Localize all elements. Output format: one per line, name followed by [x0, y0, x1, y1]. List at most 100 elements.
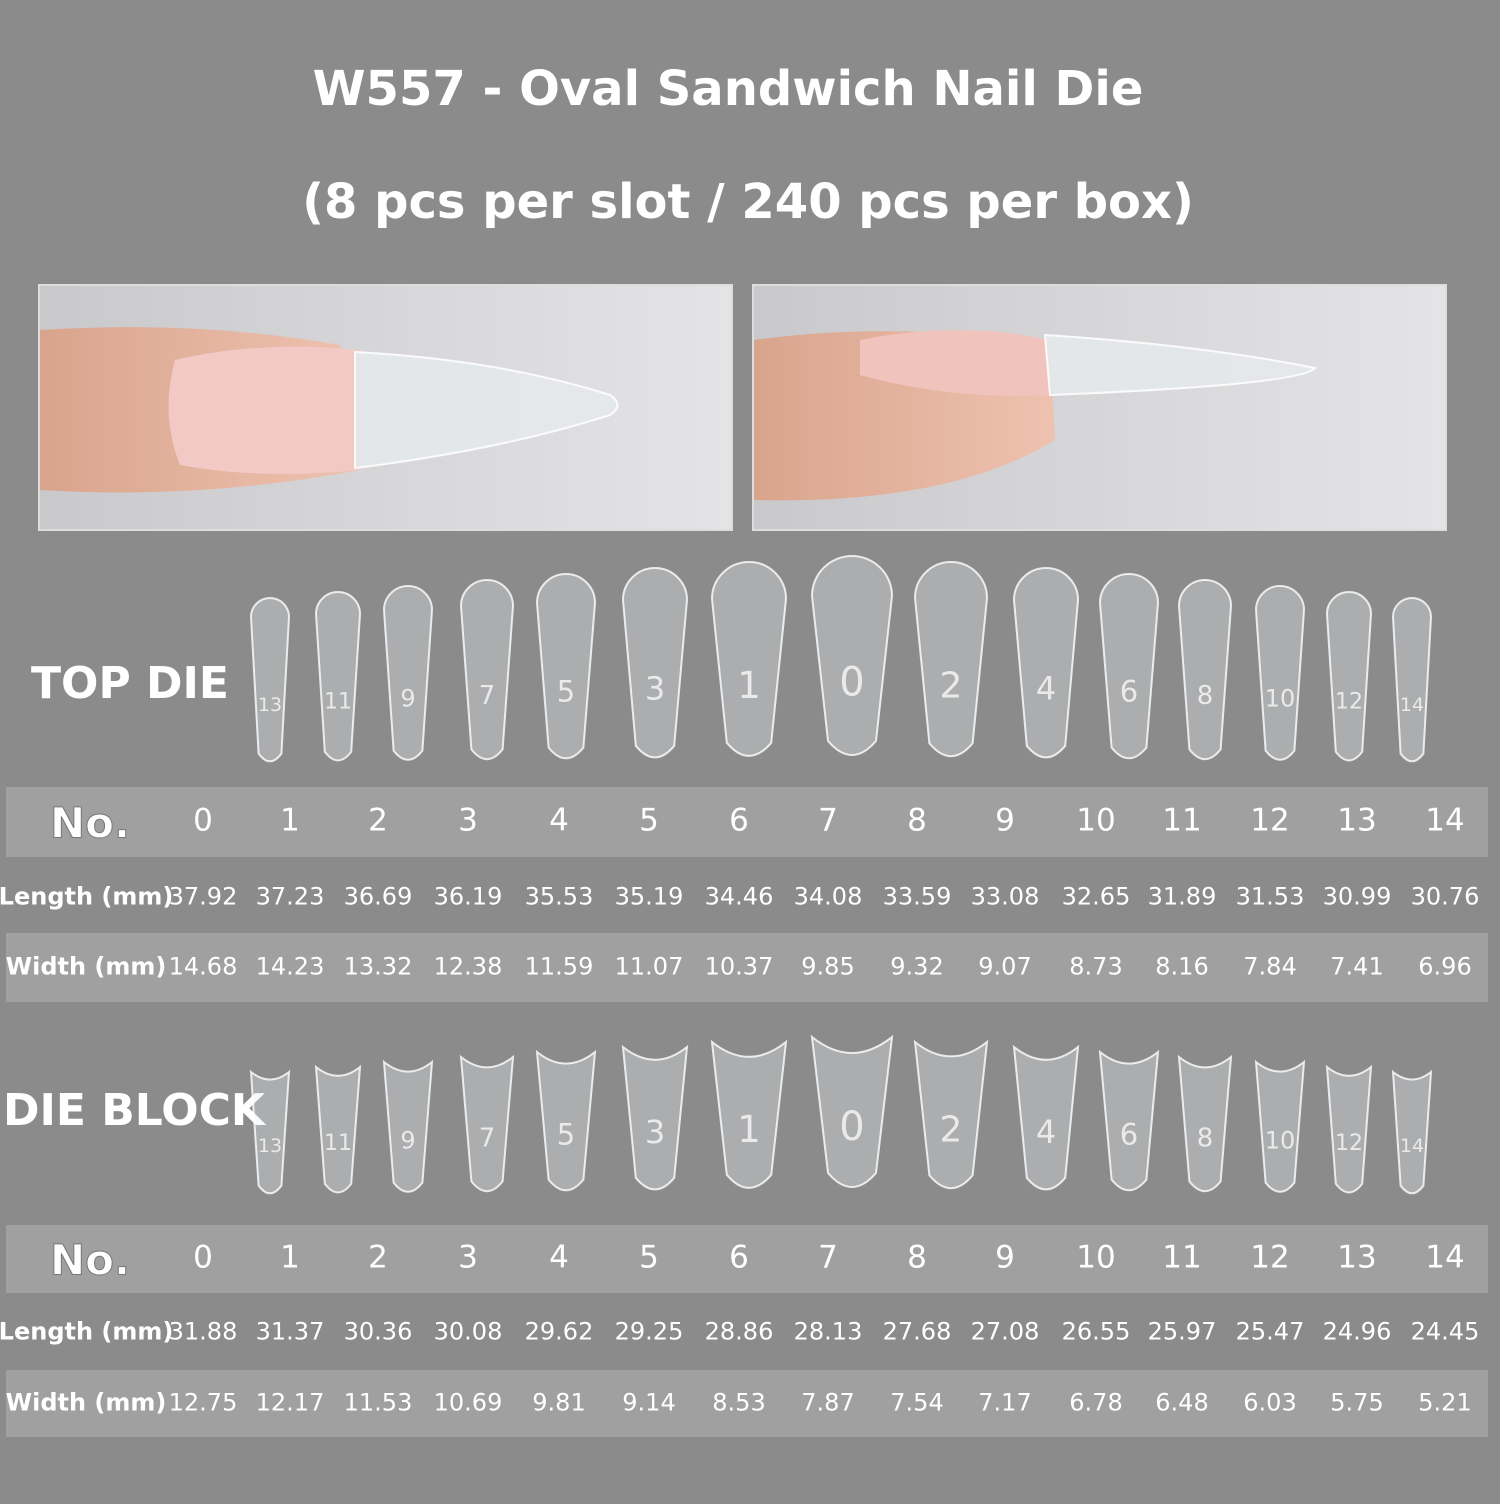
- cell-value: 37.23: [256, 883, 325, 911]
- nail-number: 2: [940, 1110, 963, 1151]
- cell-value: 9.07: [978, 953, 1031, 981]
- nail: [535, 573, 597, 760]
- nail: [382, 1059, 434, 1193]
- cell-value: 6.48: [1155, 1389, 1208, 1417]
- nail: [1177, 579, 1233, 761]
- nail-number: 2: [940, 666, 963, 707]
- cell-value: 12.75: [169, 1389, 238, 1417]
- cell-value: 9.85: [801, 953, 854, 981]
- column-number: 4: [549, 803, 569, 839]
- cell-value: 13.32: [344, 953, 413, 981]
- row-header: No.: [50, 799, 130, 848]
- column-number: 2: [368, 803, 388, 839]
- nail-number: 5: [557, 1118, 575, 1152]
- cell-value: 11.59: [525, 953, 594, 981]
- nail-number: 13: [258, 694, 282, 716]
- nail: [1012, 1044, 1080, 1191]
- column-number: 6: [729, 803, 749, 839]
- nail: [1325, 591, 1373, 762]
- nail-number: 5: [557, 675, 575, 709]
- nail-number: 14: [1400, 694, 1424, 716]
- nail: [249, 597, 291, 763]
- nail: [314, 591, 362, 762]
- row-header: Width (mm): [6, 1389, 167, 1417]
- subtitle: (8 pcs per slot / 240 pcs per box): [302, 174, 1194, 230]
- cell-value: 29.25: [615, 1318, 684, 1346]
- column-number: 12: [1250, 1240, 1289, 1276]
- nail-number: 1: [737, 664, 761, 707]
- column-number: 8: [907, 1240, 927, 1276]
- cell-value: 7.41: [1330, 953, 1383, 981]
- cell-value: 10.37: [705, 953, 774, 981]
- cell-value: 36.69: [344, 883, 413, 911]
- cell-value: 8.16: [1155, 953, 1208, 981]
- nail-number: 3: [645, 670, 665, 708]
- column-number: 10: [1076, 1240, 1115, 1276]
- cell-value: 29.62: [525, 1318, 594, 1346]
- column-number: 9: [995, 803, 1015, 839]
- column-number: 14: [1425, 803, 1464, 839]
- row-header: Length (mm): [0, 1318, 173, 1346]
- table-row-band: [6, 1370, 1488, 1437]
- cell-value: 34.46: [705, 883, 774, 911]
- section-label: TOP DIE: [31, 658, 229, 709]
- nail: [1254, 585, 1306, 761]
- cell-value: 32.65: [1062, 883, 1131, 911]
- nail: [535, 1049, 597, 1192]
- nail-number: 9: [400, 1127, 415, 1155]
- column-number: 12: [1250, 803, 1289, 839]
- column-number: 7: [818, 1240, 838, 1276]
- nail-number: 11: [324, 690, 352, 715]
- cell-value: 7.84: [1243, 953, 1296, 981]
- cell-value: 30.36: [344, 1318, 413, 1346]
- table-row-band: [6, 787, 1488, 857]
- cell-value: 28.13: [794, 1318, 863, 1346]
- cell-value: 35.19: [615, 883, 684, 911]
- section-label: DIE BLOCK: [3, 1085, 267, 1136]
- column-number: 2: [368, 1240, 388, 1276]
- row-header: No.: [50, 1236, 130, 1285]
- nail: [621, 1044, 689, 1191]
- nail-number: 8: [1197, 1124, 1214, 1154]
- cell-value: 8.73: [1069, 953, 1122, 981]
- nail: [710, 1039, 788, 1189]
- nail-number: 6: [1120, 1118, 1138, 1152]
- table-row-band: [6, 933, 1488, 1002]
- cell-value: 31.37: [256, 1318, 325, 1346]
- nail: [621, 567, 689, 759]
- column-number: 9: [995, 1240, 1015, 1276]
- nail: [810, 1034, 894, 1188]
- cell-value: 25.97: [1148, 1318, 1217, 1346]
- nail-number: 0: [839, 660, 864, 706]
- column-number: 13: [1337, 1240, 1376, 1276]
- column-number: 0: [193, 1240, 213, 1276]
- title: W557 - Oval Sandwich Nail Die: [313, 61, 1144, 117]
- cell-value: 28.86: [705, 1318, 774, 1346]
- nail: [1012, 567, 1080, 759]
- nail: [913, 561, 989, 758]
- photo-side-view: [752, 284, 1447, 531]
- cell-value: 12.38: [434, 953, 503, 981]
- cell-value: 9.81: [532, 1389, 585, 1417]
- cell-value: 37.92: [169, 883, 238, 911]
- nail-number: 7: [479, 681, 496, 711]
- cell-value: 6.78: [1069, 1389, 1122, 1417]
- cell-value: 6.96: [1418, 953, 1471, 981]
- column-number: 0: [193, 803, 213, 839]
- column-number: 5: [639, 1240, 659, 1276]
- cell-value: 8.53: [712, 1389, 765, 1417]
- nail: [1391, 1069, 1433, 1195]
- column-number: 14: [1425, 1240, 1464, 1276]
- nail-number: 10: [1265, 1127, 1296, 1155]
- nail: [913, 1039, 989, 1190]
- cell-value: 30.76: [1411, 883, 1480, 911]
- cell-value: 24.45: [1411, 1318, 1480, 1346]
- nail: [1098, 573, 1160, 760]
- cell-value: 26.55: [1062, 1318, 1131, 1346]
- nail-number: 12: [1335, 690, 1363, 715]
- nail-number: 14: [1400, 1135, 1424, 1157]
- nail: [459, 579, 515, 761]
- cell-value: 6.03: [1243, 1389, 1296, 1417]
- nail: [314, 1064, 362, 1194]
- column-number: 13: [1337, 803, 1376, 839]
